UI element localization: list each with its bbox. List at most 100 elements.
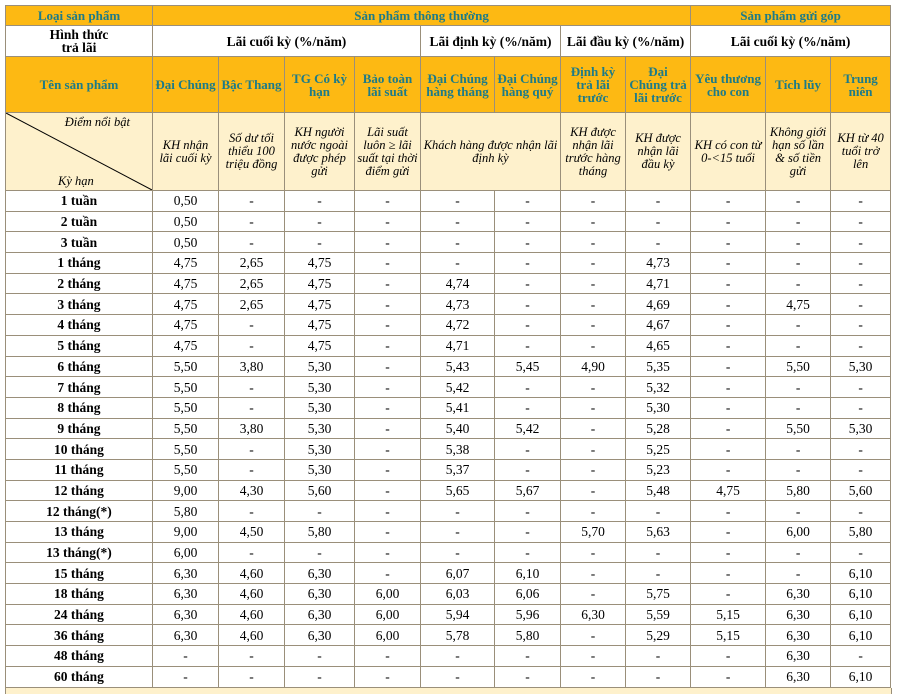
- rate-cell: -: [624, 665, 692, 688]
- rate-cell: -: [354, 665, 421, 688]
- rate-cell: -: [218, 376, 285, 398]
- rate-cell: -: [560, 624, 626, 647]
- table-row: 3 tháng 4,75 2,65 4,75-4,73- -4,69-4,75-: [5, 293, 892, 316]
- rate-cell: 6,30: [765, 645, 832, 667]
- rate-cell: -: [218, 190, 285, 212]
- rate-cell: 6,10: [494, 562, 561, 585]
- product-name: Bậc Thang: [218, 56, 285, 113]
- product-name: Đại Chúng hàng tháng: [420, 56, 495, 113]
- rate-cell: -: [765, 190, 832, 212]
- rate-cell: 6,30: [284, 603, 355, 626]
- rate-cell: 6,30: [560, 603, 626, 626]
- rate-cell: -: [494, 438, 561, 460]
- rate-cell: 5,65: [420, 479, 495, 502]
- pay-periodic: Lãi định kỳ (%/năm): [420, 25, 561, 57]
- rate-cell: -: [560, 252, 626, 274]
- rate-cell: 6,30: [284, 583, 355, 605]
- rate-cell: 6,10: [830, 562, 892, 585]
- term-cell: 12 tháng(*): [5, 500, 153, 522]
- rate-cell: 5,30: [284, 417, 355, 440]
- rate-cell: -: [560, 562, 626, 585]
- rate-cell: 5,48: [624, 479, 692, 502]
- rate-cell: 4,75: [765, 293, 832, 316]
- rate-cell: -: [218, 334, 285, 357]
- rate-cell: -: [494, 272, 561, 295]
- product-type-label: Loại sản phẩm: [5, 5, 153, 26]
- rate-cell: -: [560, 334, 626, 357]
- term-cell: 3 tuần: [5, 231, 153, 254]
- product-name: Đại Chúng trả lãi trước: [624, 56, 692, 113]
- term-cell: 10 tháng: [5, 438, 153, 460]
- term-cell: 5 tháng: [5, 334, 153, 357]
- term-cell: 3 tháng: [5, 293, 153, 316]
- table-row: 6 tháng 5,50 3,80 5,30-5,43 5,45 4,90 5,35-5,5…: [5, 355, 892, 378]
- rate-cell: -: [218, 500, 285, 522]
- table-row: 1 tháng 4,75 2,65 4,75- - - -4,73- - -: [5, 252, 892, 274]
- rate-cell: -: [560, 314, 626, 336]
- table-footer-strip: [5, 688, 892, 694]
- rate-cell: -: [830, 396, 892, 419]
- rate-cell: -: [494, 376, 561, 398]
- rate-cell: -: [830, 334, 892, 357]
- rate-cell: 4,74: [420, 272, 495, 295]
- rate-cell: 5,37: [420, 458, 495, 481]
- rate-cell: -: [494, 458, 561, 481]
- rate-cell: -: [765, 314, 832, 336]
- rate-cell: 5,29: [624, 624, 692, 647]
- rate-cell: 6,30: [284, 624, 355, 647]
- rate-cell: 6,30: [765, 624, 832, 647]
- highlight-label: Điểm nổi bật: [64, 115, 130, 129]
- rate-cell: 5,42: [420, 376, 495, 398]
- rate-cell: -: [494, 541, 561, 564]
- rate-cell: 4,75: [284, 252, 355, 274]
- rate-cell: 5,59: [624, 603, 692, 626]
- table-row: 24 tháng 6,30 4,60 6,30 6,00 5,94 5,96 6,30 5,59…: [5, 603, 892, 626]
- rate-cell: 5,80: [765, 479, 832, 502]
- rate-cell: -: [218, 231, 285, 254]
- term-cell: 8 tháng: [5, 396, 153, 419]
- rate-cell: -: [284, 210, 355, 233]
- rate-cell: -: [690, 231, 767, 254]
- rate-cell: -: [765, 541, 832, 564]
- rate-cell: -: [830, 314, 892, 336]
- rate-cell: -: [690, 355, 767, 378]
- rate-cell: 4,75: [284, 272, 355, 295]
- rate-cell: 6,00: [354, 624, 421, 647]
- rate-cell: -: [690, 376, 767, 398]
- product-name-row: Tên sản phẩm Đại Chúng Bậc Thang TG Có kỳ …: [5, 56, 892, 113]
- rate-cell: 2,65: [218, 252, 285, 274]
- rate-cell: -: [284, 500, 355, 522]
- product-name: Định kỳ trả lãi trước: [560, 56, 626, 113]
- rate-cell: -: [690, 583, 767, 605]
- rate-cell: -: [560, 541, 626, 564]
- term-cell: 12 tháng: [5, 479, 153, 502]
- rate-cell: -: [354, 293, 421, 316]
- rate-cell: -: [284, 231, 355, 254]
- rate-cell: 5,50: [152, 417, 219, 440]
- rate-cell: -: [354, 562, 421, 585]
- rate-cell: -: [560, 665, 626, 688]
- product-highlight: KH từ 40 tuổi trở lên: [830, 112, 892, 191]
- rate-cell: 4,75: [284, 314, 355, 336]
- term-cell: 1 tuần: [5, 190, 153, 212]
- rate-cell: 4,75: [152, 293, 219, 316]
- rate-cell: -: [690, 417, 767, 440]
- term-cell: 15 tháng: [5, 562, 153, 585]
- rate-cell: 4,75: [152, 272, 219, 295]
- group-regular: Sản phẩm thông thường: [151, 5, 692, 26]
- rate-cell: -: [690, 500, 767, 522]
- rate-cell: -: [354, 541, 421, 564]
- table-row: 9 tháng 5,50 3,80 5,30-5,40 5,42-5,28-5,50 5,…: [5, 417, 892, 440]
- rate-cell: -: [690, 665, 767, 688]
- rate-cell: -: [354, 272, 421, 295]
- rate-cell: 4,60: [218, 624, 285, 647]
- group-savings: Sản phẩm gửi góp: [690, 5, 892, 26]
- rate-cell: -: [354, 210, 421, 233]
- term-cell: 18 tháng: [5, 583, 153, 605]
- term-cell: 9 tháng: [5, 417, 153, 440]
- pay-end-regular: Lãi cuối kỳ (%/năm): [152, 25, 421, 57]
- rate-cell: 2,65: [218, 293, 285, 316]
- rate-cell: -: [354, 500, 421, 522]
- pay-end-savings: Lãi cuối kỳ (%/năm): [690, 25, 892, 57]
- rate-cell: 5,60: [284, 479, 355, 502]
